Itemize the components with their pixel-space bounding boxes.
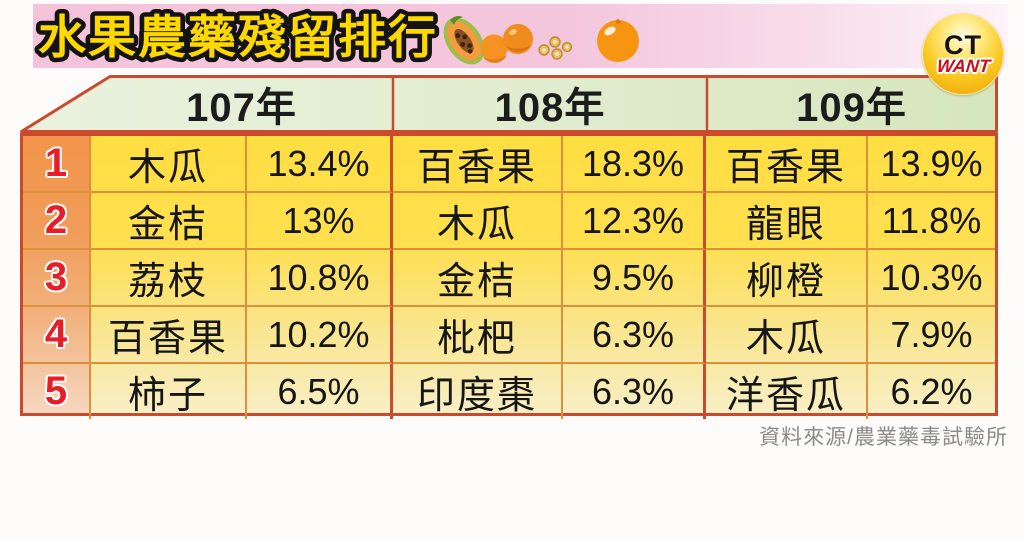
pct-cell: 13.9% [868,136,995,193]
pct-cell: 6.5% [247,364,393,419]
table-header-shape [20,75,998,133]
year-header-109: 109年 [796,86,907,130]
rank-cell: 2 [23,193,91,250]
ctwant-logo-want-text: WANT [935,55,991,76]
ranking-table-body: 1 木瓜 13.4% 百香果 18.3% 百香果 13.9% 2 金桔 13% … [20,133,998,419]
pct-cell: 9.5% [563,250,706,307]
fruit-cell: 木瓜 [393,193,563,250]
table-header: 107年 108年 109年 [20,75,998,133]
pct-cell: 11.8% [868,193,995,250]
pct-cell: 13% [247,193,393,250]
fruit-cell: 柳橙 [706,250,868,307]
rank-cell: 1 [23,136,91,193]
fruit-cell: 洋香瓜 [706,364,868,419]
fruit-cell: 印度棗 [393,364,563,419]
pct-cell: 10.3% [868,250,995,307]
ctwant-logo-ct-text: CT [944,29,982,60]
pct-cell: 10.2% [247,307,393,364]
year-header-108: 108年 [494,86,606,130]
fruit-cell: 木瓜 [91,136,247,193]
pct-cell: 18.3% [563,136,706,193]
pct-cell: 10.8% [247,250,393,307]
fruit-cell: 荔枝 [91,250,247,307]
fruit-cell: 金桔 [91,193,247,250]
pct-cell: 7.9% [868,307,995,364]
papaya-icon [443,16,485,65]
ctwant-logo: CT WANT [922,13,1004,95]
page-title: 水果農藥殘留排行 [38,11,438,63]
fruit-cell: 百香果 [393,136,563,193]
year-header-107: 107年 [186,86,297,130]
kumquat-icon [480,24,533,63]
pct-cell: 6.2% [890,370,973,412]
rank-cell: 5 [23,364,91,419]
fruit-cell: 柿子 [91,364,247,419]
seeds-icon [538,36,573,60]
title-fruit-icons [443,16,639,65]
rank-column-background [23,136,91,413]
pct-cell: 13.4% [247,136,393,193]
pct-cell: 6.3% [563,307,706,364]
fruit-cell: 金桔 [393,250,563,307]
orange-icon [597,19,639,62]
fruit-cell: 枇杷 [393,307,563,364]
fruit-cell: 龍眼 [706,193,868,250]
rank-cell: 4 [23,307,91,364]
page-title-svg: 水果農藥殘留排行 [34,7,441,68]
pct-cell: 6.3% [563,364,706,419]
fruit-cell: 百香果 [91,307,247,364]
rank-cell: 3 [23,250,91,307]
fruit-cell: 木瓜 [706,307,868,364]
data-source-caption: 資料來源/農業藥毒試驗所 [759,426,1008,449]
pct-cell: 12.3% [563,193,706,250]
fruit-cell: 百香果 [706,136,868,193]
